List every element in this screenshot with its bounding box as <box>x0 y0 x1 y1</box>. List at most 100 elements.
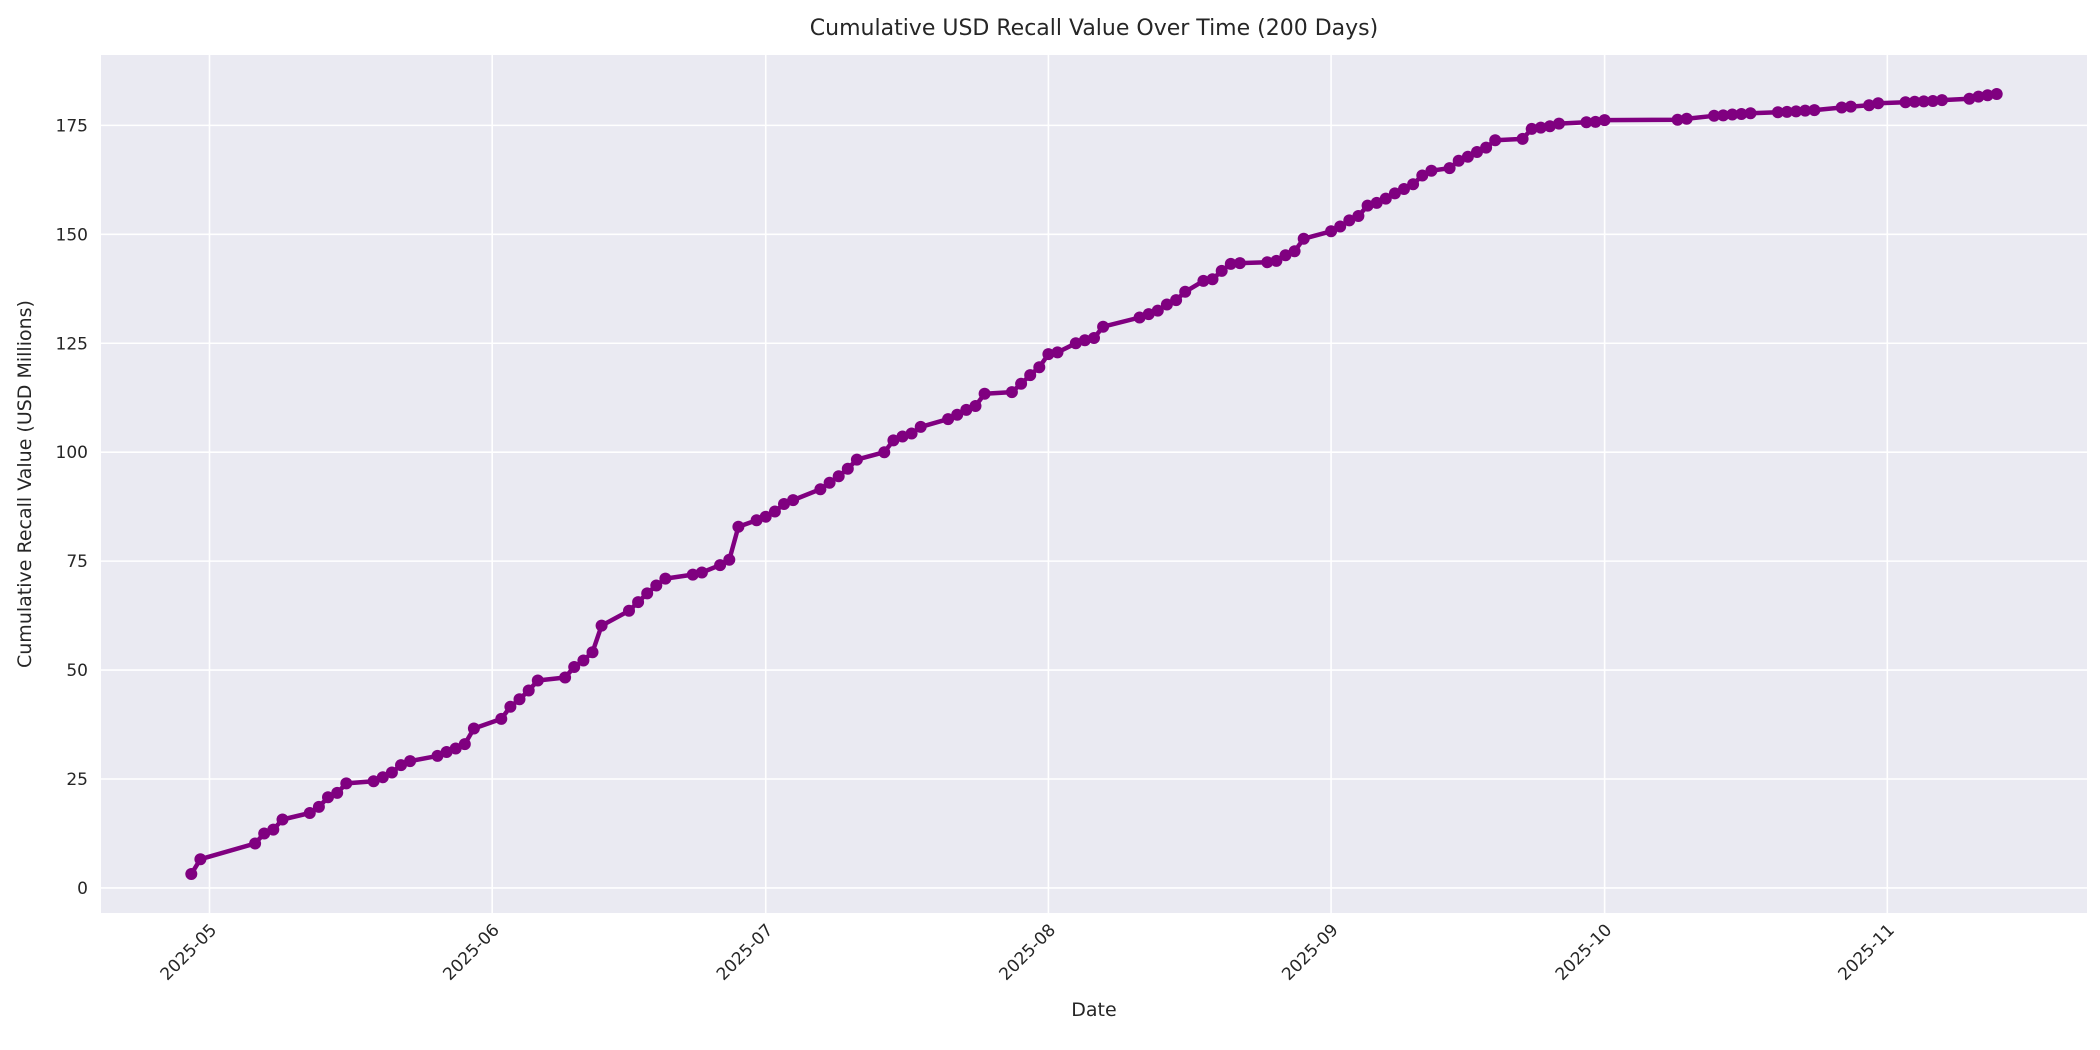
data-point <box>896 430 909 443</box>
data-point <box>1735 108 1748 120</box>
data-point <box>1726 108 1739 121</box>
data-point <box>1580 116 1593 129</box>
data-point <box>1963 92 1976 105</box>
data-point <box>887 434 900 447</box>
data-point <box>778 498 790 510</box>
data-point <box>942 413 955 426</box>
data-point <box>832 470 845 483</box>
data-point <box>568 661 581 673</box>
data-point <box>404 755 417 768</box>
data-point <box>695 566 708 579</box>
data-point <box>513 693 526 706</box>
data-point <box>1097 320 1110 333</box>
data-point <box>714 559 727 572</box>
data-point <box>1534 121 1547 134</box>
data-point <box>1543 120 1556 133</box>
x-tick-label: 2025-07 <box>713 920 777 984</box>
data-point <box>385 766 398 779</box>
data-point <box>1917 95 1930 108</box>
data-point <box>1744 107 1757 120</box>
data-point <box>1343 214 1356 227</box>
data-point <box>1926 95 1939 107</box>
data-point <box>787 494 800 507</box>
data-point <box>1443 162 1456 175</box>
data-point <box>1835 101 1848 114</box>
data-point <box>1015 377 1028 390</box>
data-point <box>850 453 863 466</box>
data-point <box>1042 348 1055 361</box>
data-point <box>1872 97 1885 110</box>
data-point <box>1553 117 1565 130</box>
data-point <box>303 807 316 819</box>
data-point <box>458 738 471 751</box>
data-point <box>1033 361 1046 374</box>
data-point <box>495 712 508 725</box>
x-axis-label: Date <box>1071 999 1117 1021</box>
data-point <box>340 777 353 790</box>
data-point <box>431 749 444 762</box>
data-point <box>577 654 590 667</box>
chart-title: Cumulative USD Recall Value Over Time (2… <box>809 16 1379 41</box>
y-axis-label: Cumulative Recall Value (USD Millions) <box>14 300 36 668</box>
data-point <box>1233 257 1246 270</box>
data-point <box>951 408 964 421</box>
data-point <box>1279 249 1292 262</box>
data-point <box>1480 141 1493 154</box>
data-point <box>395 759 407 772</box>
data-point <box>1270 254 1283 267</box>
y-tick-label: 150 <box>56 225 88 245</box>
y-tick-label: 25 <box>66 770 88 790</box>
data-point <box>367 775 380 788</box>
data-point <box>1370 196 1383 209</box>
data-point <box>723 553 736 566</box>
data-point <box>1680 112 1693 125</box>
data-point <box>1790 105 1803 118</box>
data-point <box>440 746 453 758</box>
data-point <box>1981 89 1994 102</box>
data-point <box>905 427 918 440</box>
data-point <box>1078 334 1091 347</box>
data-point <box>1771 106 1784 119</box>
data-point <box>623 604 635 617</box>
data-point <box>276 813 289 826</box>
y-tick-label: 75 <box>66 552 88 572</box>
data-point <box>522 684 535 697</box>
data-point <box>1133 311 1146 324</box>
y-tick-label: 0 <box>77 879 88 899</box>
x-tick-label: 2025-10 <box>1552 920 1616 984</box>
data-point <box>732 520 745 533</box>
data-point <box>185 868 198 880</box>
data-point <box>1717 109 1730 122</box>
y-tick-label: 100 <box>56 443 88 463</box>
data-point <box>1388 187 1401 200</box>
data-point <box>1489 134 1502 147</box>
data-point <box>1936 94 1948 107</box>
x-tick-label: 2025-11 <box>1834 920 1898 984</box>
data-point <box>1398 183 1410 195</box>
data-point <box>759 510 772 523</box>
data-point <box>1005 386 1018 399</box>
y-tick-label: 175 <box>56 116 88 136</box>
data-point <box>1990 88 2003 100</box>
x-tick-label: 2025-06 <box>439 920 503 984</box>
plot-background <box>101 55 2087 913</box>
data-point <box>595 619 608 632</box>
data-point <box>1863 99 1876 112</box>
data-point <box>878 446 891 459</box>
x-tick-label: 2025-08 <box>996 920 1060 984</box>
data-point <box>914 420 927 433</box>
data-point <box>841 462 854 475</box>
data-point <box>531 674 544 687</box>
data-point <box>659 572 672 585</box>
data-point <box>1589 115 1602 128</box>
data-point <box>1288 245 1301 258</box>
data-point <box>1206 273 1219 286</box>
data-point <box>969 400 982 412</box>
data-point <box>322 791 334 804</box>
x-tick-label: 2025-09 <box>1278 920 1342 984</box>
data-point <box>312 800 325 813</box>
data-point <box>1261 256 1274 269</box>
data-point <box>1799 104 1812 117</box>
